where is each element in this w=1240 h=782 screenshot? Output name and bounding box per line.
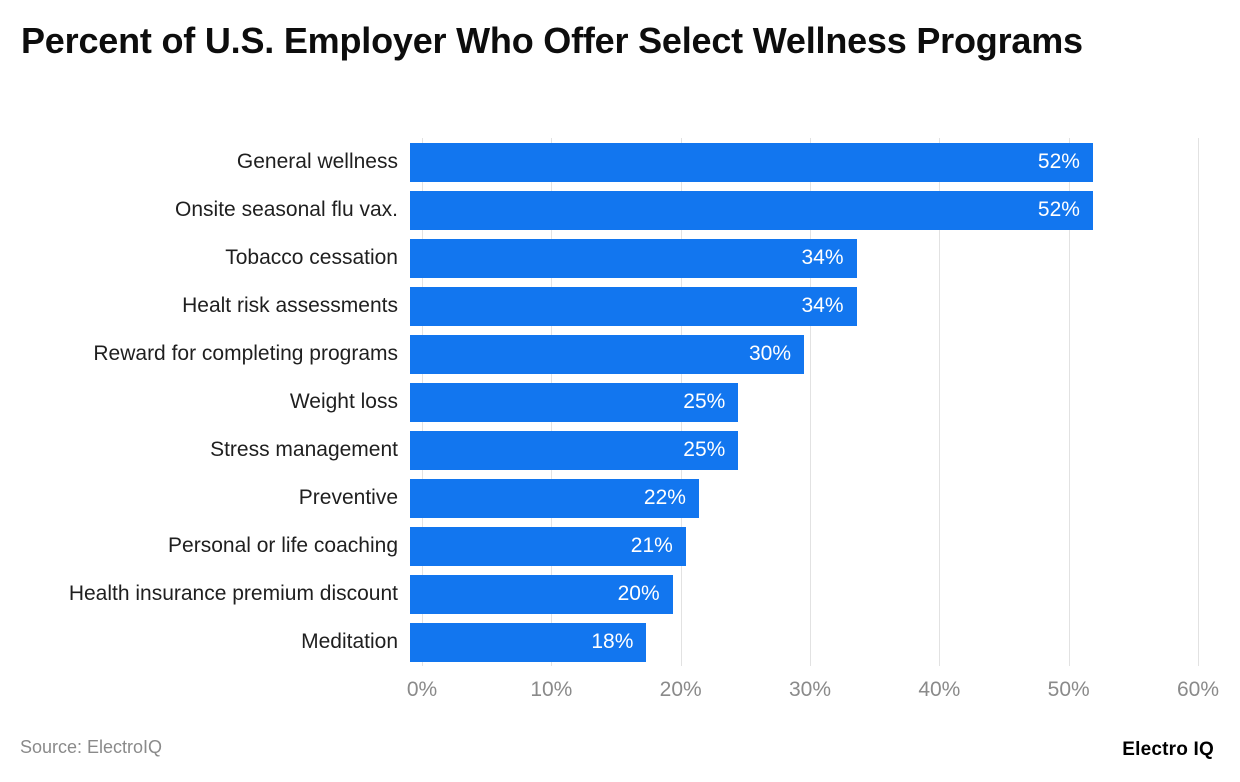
bar-value-label: 25%	[683, 390, 726, 413]
bar-track: 34%	[410, 234, 1198, 282]
bar: 34%	[410, 286, 857, 326]
category-label: Tobacco cessation	[225, 246, 398, 269]
bar: 25%	[410, 430, 739, 470]
category-label: Personal or life coaching	[168, 534, 398, 557]
bar-value-label: 18%	[591, 630, 634, 653]
bar-value-label: 34%	[801, 294, 844, 317]
bar-row: Health insurance premium discount 20%	[20, 570, 1198, 618]
bar-row: Healt risk assessments 34%	[20, 282, 1198, 330]
x-axis: 0% 10% 20% 30% 40% 50% 60%	[407, 674, 1219, 708]
bar-track: 20%	[410, 570, 1198, 618]
bar-row: Stress management 25%	[20, 426, 1198, 474]
category-label: Stress management	[210, 438, 398, 461]
bar: 22%	[410, 478, 699, 518]
bar-track: 34%	[410, 282, 1198, 330]
bar-row: Onsite seasonal flu vax. 52%	[20, 186, 1198, 234]
bar-value-label: 22%	[643, 486, 686, 509]
x-tick-label: 20%	[659, 678, 702, 701]
category-label: Health insurance premium discount	[68, 582, 398, 605]
category-label: Weight loss	[289, 390, 398, 413]
category-label: Healt risk assessments	[182, 294, 398, 317]
bar-track: 25%	[410, 378, 1198, 426]
bar-row: Tobacco cessation 34%	[20, 234, 1198, 282]
bar-value-label: 25%	[683, 438, 726, 461]
category-label: Preventive	[298, 486, 398, 509]
bar-track: 52%	[410, 138, 1198, 186]
bar: 30%	[410, 334, 804, 374]
bar-value-label: 20%	[617, 582, 660, 605]
bar-row: Reward for completing programs 30%	[20, 330, 1198, 378]
bar-value-label: 34%	[801, 246, 844, 269]
gridline	[939, 138, 941, 666]
gridline	[1198, 138, 1199, 666]
x-tick-label: 10%	[530, 678, 573, 701]
brand-logo: Electro IQ	[1122, 739, 1214, 760]
x-tick-label: 30%	[788, 678, 832, 701]
bar-row: Meditation 18%	[20, 618, 1198, 666]
bar: 20%	[410, 574, 673, 614]
bar: 25%	[410, 382, 739, 422]
bar-chart: General wellness 52% Onsite seasonal flu v…	[20, 138, 1219, 708]
x-tick-label: 0%	[406, 678, 438, 701]
bar-track: 21%	[410, 522, 1198, 570]
x-tick-label: 40%	[918, 678, 961, 701]
bar-row: Weight loss 25%	[20, 378, 1198, 426]
category-label: Meditation	[301, 630, 398, 653]
x-tick-label: 60%	[1176, 678, 1220, 701]
category-label: Reward for completing programs	[93, 342, 398, 365]
bar-track: 52%	[410, 186, 1198, 234]
bar-track: 22%	[410, 474, 1198, 522]
bar: 52%	[410, 190, 1093, 230]
x-tick-label: 50%	[1047, 678, 1090, 701]
bar-row: Preventive 22%	[20, 474, 1198, 522]
bar-value-label: 52%	[1037, 198, 1080, 221]
category-label: Onsite seasonal flu vax.	[175, 198, 398, 221]
bar-track: 18%	[410, 618, 1198, 666]
category-label: General wellness	[236, 150, 398, 173]
chart-rows: General wellness 52% Onsite seasonal flu v…	[20, 138, 1198, 666]
bar: 21%	[410, 526, 686, 566]
bar-value-label: 30%	[748, 342, 791, 365]
bar-track: 25%	[410, 426, 1198, 474]
gridline	[810, 138, 811, 666]
bar: 18%	[410, 622, 647, 662]
chart-title: Percent of U.S. Employer Who Offer Selec…	[21, 20, 1083, 61]
bar-track: 30%	[410, 330, 1198, 378]
bar-value-label: 52%	[1037, 150, 1080, 173]
plot-area: General wellness 52% Onsite seasonal flu v…	[20, 138, 1199, 666]
bar-row: General wellness 52%	[20, 138, 1198, 186]
bar-row: Personal or life coaching 21%	[20, 522, 1198, 570]
bar: 34%	[410, 238, 857, 278]
bar: 52%	[410, 142, 1093, 182]
source-text: Source: ElectroIQ	[20, 737, 163, 757]
bar-value-label: 21%	[630, 534, 673, 557]
gridline	[1068, 138, 1070, 666]
